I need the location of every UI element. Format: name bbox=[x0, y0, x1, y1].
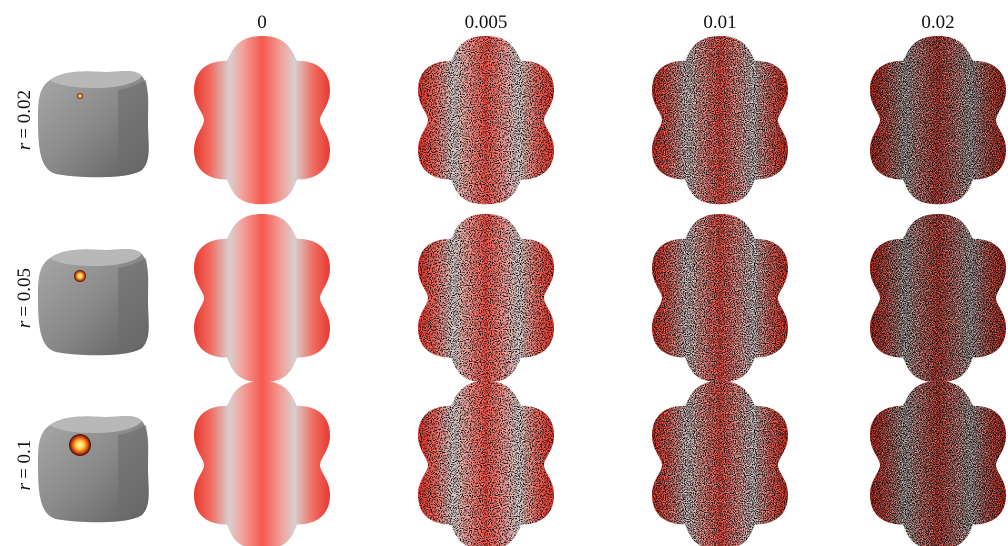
row-label: r = 0.1 bbox=[14, 440, 35, 491]
surface-shape bbox=[870, 36, 1006, 204]
surface-render bbox=[652, 36, 788, 204]
heat-spot bbox=[74, 270, 86, 282]
surface-shape bbox=[418, 214, 554, 382]
row-label: r = 0.02 bbox=[14, 90, 35, 150]
cube-side bbox=[118, 80, 148, 174]
row-label: r = 0.05 bbox=[14, 268, 35, 328]
surface-shape bbox=[418, 36, 554, 204]
surface-render bbox=[194, 214, 330, 382]
surface-render bbox=[652, 214, 788, 382]
column-header: 0 bbox=[257, 12, 267, 33]
row-value: = 0.1 bbox=[14, 440, 35, 479]
surface-shape bbox=[194, 381, 330, 546]
column-header: 0.01 bbox=[703, 12, 736, 33]
surface-shape bbox=[652, 36, 788, 204]
row-variable: r bbox=[14, 142, 35, 150]
surface-render bbox=[870, 381, 1006, 546]
row-value: = 0.02 bbox=[14, 90, 35, 139]
heat-spot bbox=[77, 93, 83, 99]
heat-spot bbox=[69, 434, 91, 456]
cube-render bbox=[38, 416, 149, 522]
surface-render bbox=[870, 36, 1006, 204]
cube-side bbox=[118, 258, 148, 352]
row-value: = 0.05 bbox=[14, 268, 35, 317]
column-header: 0.005 bbox=[465, 12, 508, 33]
surface-render bbox=[652, 381, 788, 546]
column-header: 0.02 bbox=[921, 12, 954, 33]
surface-render bbox=[194, 381, 330, 546]
cube-render bbox=[38, 249, 149, 355]
surface-shape bbox=[652, 381, 788, 546]
surface-shape bbox=[194, 36, 330, 204]
surface-shape bbox=[652, 214, 788, 382]
cube-side bbox=[118, 425, 148, 519]
row-variable: r bbox=[14, 320, 35, 328]
figure: 0 0.005 0.01 0.02 r = 0.02 r = 0.05 r = 0.1 bbox=[0, 0, 1008, 546]
surface-shape bbox=[870, 214, 1006, 382]
surface-shape bbox=[870, 381, 1006, 546]
row-variable: r bbox=[14, 482, 35, 490]
surface-shape bbox=[418, 381, 554, 546]
surface-render bbox=[418, 36, 554, 204]
surface-render bbox=[418, 214, 554, 382]
cube-render bbox=[38, 71, 149, 177]
surface-render bbox=[194, 36, 330, 204]
surface-render bbox=[870, 214, 1006, 382]
surface-shape bbox=[194, 214, 330, 382]
surface-render bbox=[418, 381, 554, 546]
